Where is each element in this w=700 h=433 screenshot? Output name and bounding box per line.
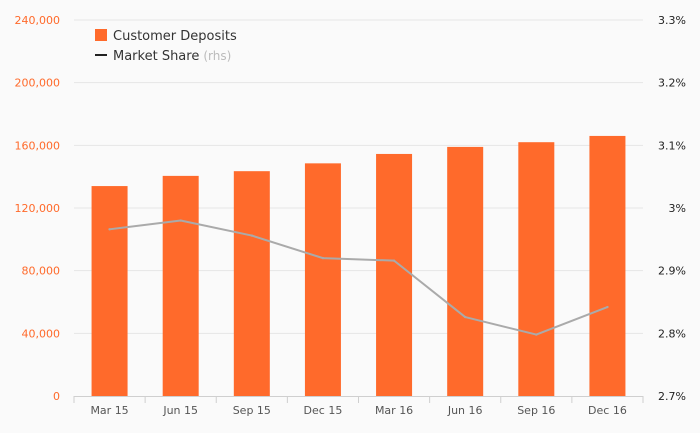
market-share-point (179, 219, 182, 222)
axes: 0 40,000 80,000 120,000 160,000 200,000 240,00… (15, 14, 687, 417)
y-left-tick-label: 200,000 (15, 77, 61, 90)
legend-label-market-share-text: Market Share (113, 49, 199, 64)
deposit-bars (91, 135, 626, 396)
legend-label-rhs-suffix: (rhs) (203, 49, 231, 63)
x-tick-label: Dec 15 (304, 404, 343, 417)
x-tick-label: Mar 15 (90, 404, 128, 417)
y-right-tick-label: 3.1% (658, 139, 686, 152)
y-left-tick-label: 240,000 (15, 14, 61, 27)
y-right-tick-label: 3% (669, 202, 686, 215)
market-share-point (392, 259, 396, 262)
legend-swatch-customer-deposits (95, 29, 107, 41)
bar (518, 142, 555, 396)
y-right-tick-label: 3.2% (658, 77, 686, 90)
legend-label-market-share: Market Share (rhs) (113, 49, 231, 64)
bar (91, 186, 128, 396)
x-tick-label: Dec 16 (588, 404, 627, 417)
market-share-point (250, 234, 254, 237)
y-right-tick-label: 2.7% (658, 390, 686, 403)
y-right-tick-label: 2.9% (658, 265, 686, 278)
bar (233, 171, 270, 396)
y-right-tick-label: 3.3% (658, 14, 686, 27)
y-left-tick-label: 80,000 (22, 265, 61, 278)
market-share-point (535, 333, 538, 336)
bar (162, 175, 199, 396)
market-share-point (463, 315, 467, 319)
market-share-point (606, 305, 609, 309)
legend-label-customer-deposits: Customer Deposits (113, 29, 237, 44)
market-share-line (109, 219, 608, 336)
x-tick-label: Mar 16 (375, 404, 413, 417)
bar (376, 153, 413, 396)
x-tick-label: Sep 15 (233, 404, 271, 417)
y-left-tick-label: 120,000 (15, 202, 61, 215)
bar (447, 146, 484, 396)
bar (304, 163, 341, 396)
x-tick-label: Jun 15 (162, 404, 198, 417)
y-right-tick-label: 2.8% (658, 327, 686, 340)
y-left-tick-label: 160,000 (15, 139, 61, 152)
market-share-point (321, 256, 325, 260)
x-tick-label: Sep 16 (517, 404, 555, 417)
x-tick-label: Jun 16 (447, 404, 483, 417)
market-share-point (108, 228, 111, 231)
bar (589, 135, 626, 396)
market-share-line-layer (108, 219, 609, 336)
y-left-tick-label: 40,000 (22, 327, 61, 340)
y-left-tick-label: 0 (53, 390, 60, 403)
legend: Customer Deposits Market Share (rhs) (95, 29, 237, 64)
gridlines (74, 19, 643, 334)
